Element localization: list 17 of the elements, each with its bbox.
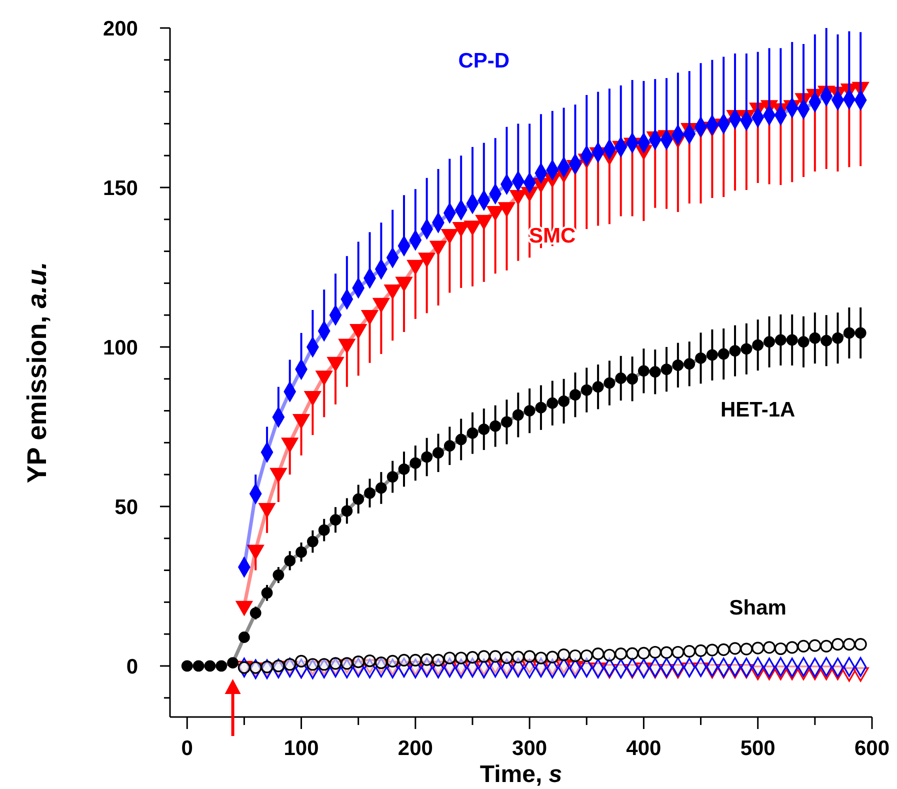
series-label: HET-1A — [720, 398, 796, 422]
y-tick-label: 50 — [114, 496, 138, 519]
x-tick-label: 500 — [740, 737, 776, 760]
x-axis-title: Time, s — [480, 761, 562, 788]
x-tick-label: 400 — [626, 737, 662, 760]
x-tick-label: 0 — [181, 737, 193, 760]
y-axis-title: YP emission, a.u. — [22, 262, 52, 484]
series-label: Sham — [729, 596, 786, 620]
y-tick-label: 100 — [102, 336, 138, 360]
x-tick-label: 200 — [398, 737, 433, 760]
y-tick-label: 0 — [126, 655, 138, 678]
x-tick-label: 300 — [512, 737, 548, 760]
text: CP-D — [458, 50, 510, 73]
x-tick-label: 100 — [284, 737, 319, 760]
y-tick-label: 200 — [102, 17, 138, 40]
y-tick-label: 150 — [102, 176, 138, 200]
x-tick-label: 600 — [854, 737, 890, 760]
